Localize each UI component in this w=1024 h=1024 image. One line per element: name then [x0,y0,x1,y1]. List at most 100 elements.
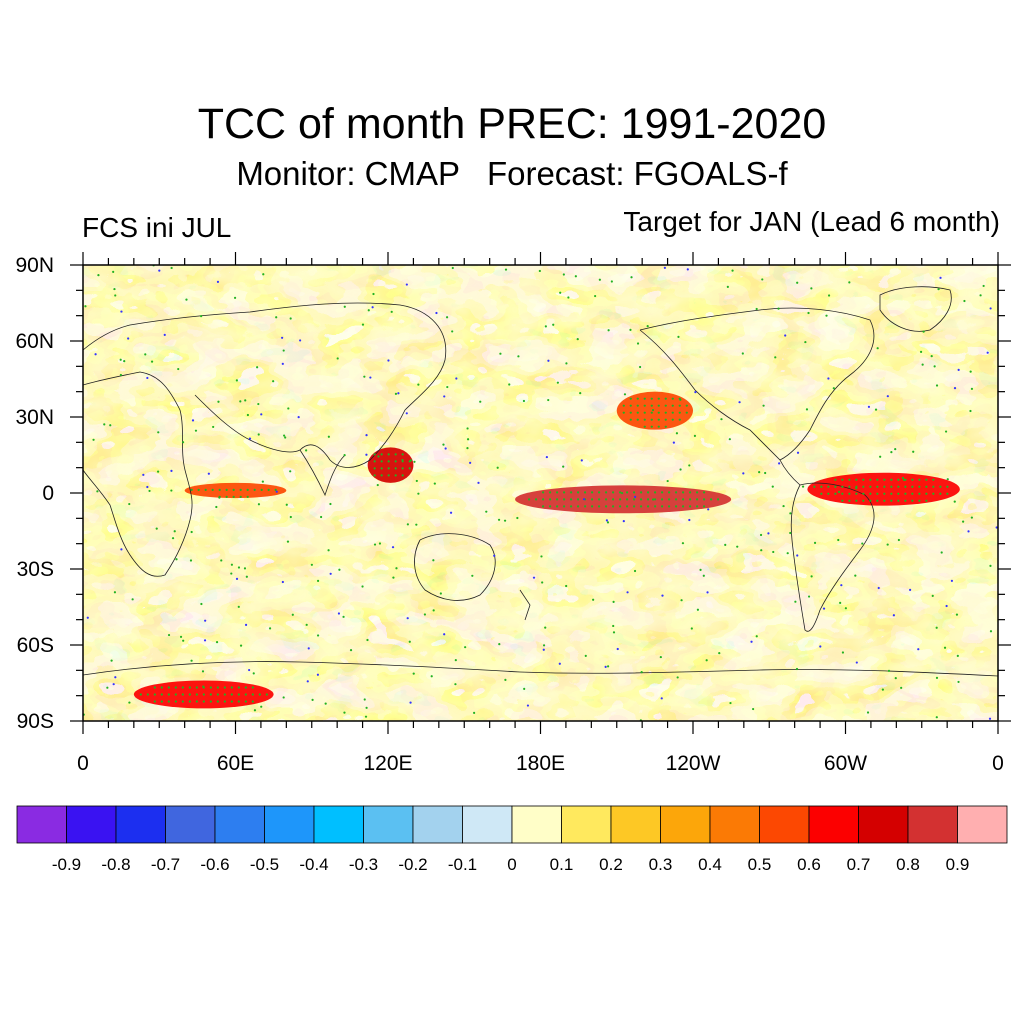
stipple-dot [813,541,817,544]
stipple-dot [237,686,240,689]
stipple-dot [156,470,160,473]
stipple-dot [155,527,158,530]
colorbar-swatch [165,805,216,844]
stipple-dot [590,491,594,494]
stipple-dot [373,474,376,477]
stipple-dot [380,453,383,456]
stipple-dot [724,543,727,547]
stipple-dot [376,483,379,487]
stipple-dot [970,516,973,519]
stipple-dot [195,700,198,703]
stipple-dot [504,678,507,681]
stipple-dot [622,411,625,414]
stipple-dot [774,356,777,359]
stipple-dot [782,504,785,508]
plot-title: TCC of month PREC: 1991-2020 [197,100,827,148]
stipple-dot [643,404,646,407]
stipple-dot [544,325,547,328]
stipple-dot [841,485,844,488]
stipple-dot [590,498,594,501]
stipple-dot [693,434,697,437]
stipple-dot [789,512,792,515]
stipple-dot [307,647,310,650]
stipple-dot [337,612,341,615]
stipple-dot [408,640,411,643]
stipple-dot [218,488,221,491]
lat-label: 90S [17,710,54,733]
colorbar-label: 0.6 [797,855,821,874]
stipple-dot [237,566,241,569]
stipple-dot [542,648,545,651]
stipple-dot [661,594,664,597]
stipple-dot [622,404,625,407]
stipple-dot [837,538,840,542]
stipple-dot [387,474,390,477]
stipple-dot [444,447,447,450]
left-string: FCS ini JUL [82,212,232,243]
colorbar-label: -0.1 [448,855,477,874]
stipple-dot [666,479,669,483]
stipple-dot [329,502,332,506]
stipple-dot [179,635,183,638]
stipple-dot [657,404,660,407]
stipple-dot [291,613,294,616]
stipple-dot [758,470,761,474]
stipple-dot [827,377,830,380]
stipple-dot [606,521,610,524]
stipple-dot [681,505,685,508]
stipple-dot [616,647,619,651]
stipple-dot [890,485,893,488]
stipple-dot [688,505,692,508]
stipple-dot [281,362,284,365]
stipple-dot [569,498,573,501]
stipple-dot [761,278,764,281]
stipple-dot [650,418,653,421]
stipple-dot [837,490,841,493]
lon-label: 60E [217,752,254,775]
stipple-dot [939,485,942,488]
stipple-dot [726,285,729,288]
plot-subtitle: Monitor: CMAP Forecast: FGOALS-f [236,155,788,192]
stipple-dot [618,491,622,494]
stipple-dot [289,470,292,473]
stipple-dot [282,349,285,352]
stipple-dot [218,496,221,499]
stipple-dot [257,503,261,506]
stipple-dot [316,579,320,583]
stipple-dot [604,491,608,494]
map-panel: 90N 60N 30N 0 30S 60S 90S 0 60E 120E 180E 120W 60W 0 [15,252,1011,775]
stipple-dot [675,432,679,435]
stipple-dot [190,488,193,491]
stipple-dot [548,505,552,508]
stipple-dot [170,469,173,472]
stipple-dot [944,430,948,433]
stipple-dot [327,435,330,438]
stipple-dot [657,397,660,400]
colorbar-swatch [660,805,711,844]
stipple-dot [611,505,615,508]
stipple-dot [541,505,545,508]
stipple-dot [646,325,649,328]
stipple-dot [442,443,445,446]
stipple-dot [989,630,993,633]
stipple-dot [962,520,965,523]
stipple-dot [412,672,415,675]
stipple-dot [612,624,615,628]
stipple-dot [202,685,205,688]
stipple-dot [685,404,688,407]
stipple-dot [349,649,353,652]
stipple-dot [629,328,632,331]
colorbar-swatch [808,805,859,844]
stipple-dot [623,393,627,396]
stipple-dot [904,492,907,495]
stipple-dot [282,434,286,437]
stipple-dot [707,508,710,511]
stipple-dot [310,563,313,566]
stipple-dot [900,686,903,689]
stipple-dot [950,579,954,582]
stipple-dot [201,670,205,673]
stipple-dot [443,395,446,398]
stipple-dot [190,659,193,662]
stipple-dot [316,673,319,676]
stipple-dot [260,413,263,416]
